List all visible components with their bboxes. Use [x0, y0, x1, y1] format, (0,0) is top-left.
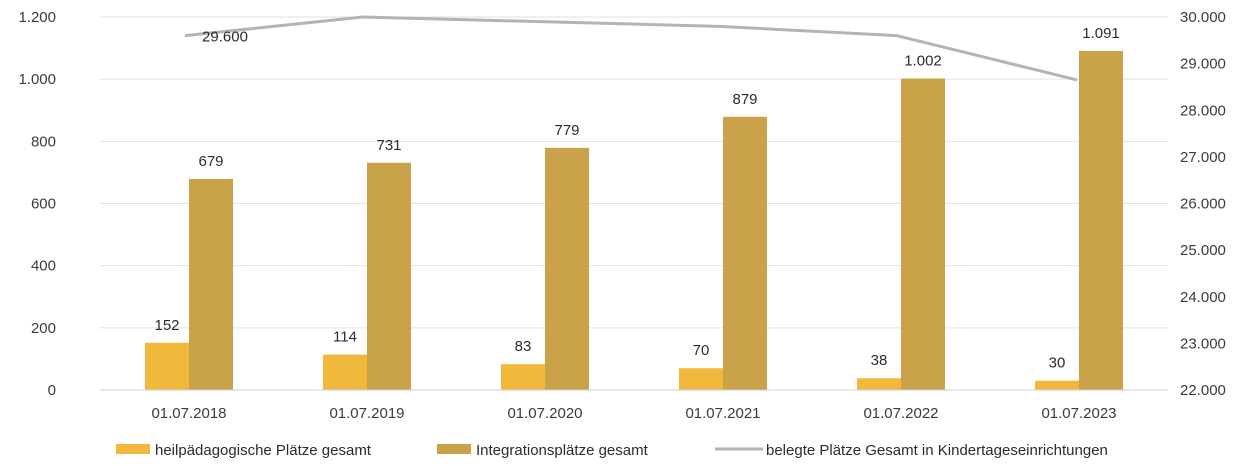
left-tick-label: 200 [31, 320, 56, 337]
bar [901, 78, 945, 391]
bar-data-label: 879 [732, 91, 757, 108]
line-series [184, 15, 1078, 82]
x-tick-label: 01.07.2022 [863, 405, 938, 422]
bar [501, 364, 545, 390]
left-tick-label: 1.200 [18, 9, 56, 26]
bar [323, 354, 367, 390]
right-tick-label: 23.000 [1180, 335, 1226, 352]
line-data-label: 29.600 [202, 29, 248, 46]
bar-data-label: 1.091 [1082, 25, 1120, 42]
left-tick-label: 400 [31, 258, 56, 275]
bar-data-label: 83 [515, 338, 532, 355]
right-tick-label: 26.000 [1180, 196, 1226, 213]
bar [189, 178, 233, 390]
bar [679, 368, 723, 390]
bar-data-label: 152 [154, 317, 179, 334]
left-tick-label: 1.000 [18, 71, 56, 88]
left-y-axis: 0 200 400 600 800 1.000 1.200 [18, 9, 56, 399]
gridlines [100, 16, 1168, 329]
legend-label: heilpädagogische Plätze gesamt [155, 442, 372, 459]
right-y-axis: 22.000 23.000 24.000 25.000 26.000 27.000 28.0… [1180, 9, 1226, 399]
series-line [184, 15, 1078, 82]
legend-swatch [116, 444, 150, 454]
bar [545, 147, 589, 390]
left-tick-label: 0 [48, 382, 56, 399]
bar-data-label: 38 [871, 352, 888, 369]
x-tick-label: 01.07.2021 [685, 405, 760, 422]
legend: heilpädagogische Plätze gesamt Integratio… [116, 442, 1108, 459]
right-tick-label: 27.000 [1180, 149, 1226, 166]
bar-data-label: 114 [333, 329, 357, 346]
x-tick-label: 01.07.2019 [329, 405, 404, 422]
x-tick-label: 01.07.2018 [151, 405, 226, 422]
right-tick-label: 24.000 [1180, 289, 1226, 306]
legend-swatch [437, 444, 471, 454]
right-tick-label: 30.000 [1180, 9, 1226, 26]
data-labels: 152 114 83 70 38 30 679 731 779 879 1.002 1.091 29.6… [154, 25, 1119, 372]
x-axis: 01.07.2018 01.07.2019 01.07.2020 01.07.2021… [100, 389, 1168, 422]
bar [723, 116, 767, 390]
right-tick-label: 28.000 [1180, 102, 1226, 119]
left-tick-label: 600 [31, 196, 56, 213]
bar-data-label: 70 [693, 342, 710, 359]
right-tick-label: 25.000 [1180, 242, 1226, 259]
legend-label: Integrationsplätze gesamt [476, 442, 649, 459]
bar-data-label: 30 [1049, 355, 1066, 372]
x-tick-label: 01.07.2020 [507, 405, 582, 422]
bar-data-label: 731 [376, 137, 401, 154]
left-tick-label: 800 [31, 133, 56, 150]
legend-label: belegte Plätze Gesamt in Kindertageseinr… [766, 442, 1108, 459]
bar-data-label: 779 [554, 122, 579, 139]
bar-data-label: 1.002 [904, 53, 942, 70]
bar [1079, 50, 1123, 391]
x-tick-label: 01.07.2023 [1041, 405, 1116, 422]
right-tick-label: 29.000 [1180, 56, 1226, 73]
bars [145, 50, 1123, 391]
bar [367, 162, 411, 390]
bar-data-label: 679 [198, 153, 223, 170]
right-tick-label: 22.000 [1180, 382, 1226, 399]
bar [857, 378, 901, 390]
bar [145, 342, 189, 390]
bar [1035, 380, 1079, 390]
